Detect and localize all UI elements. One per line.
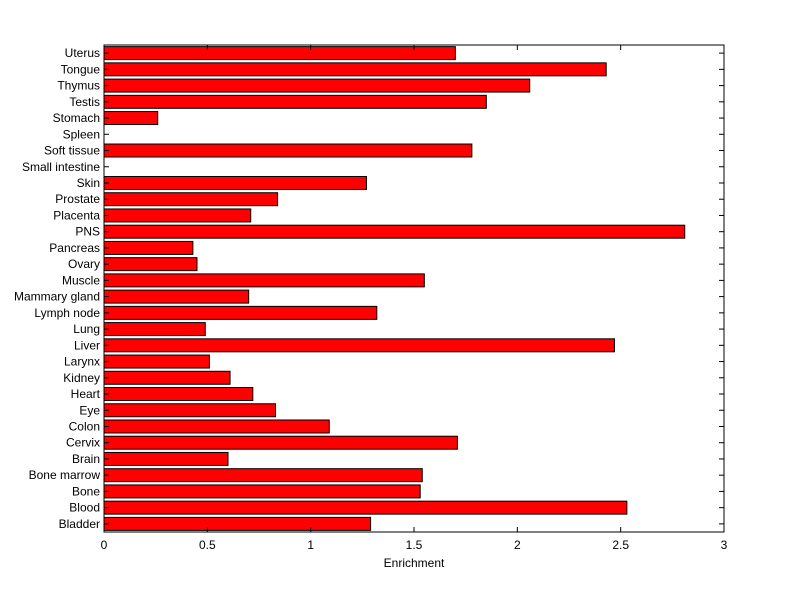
y-tick-label: Testis (69, 95, 100, 109)
bar-blood (103, 500, 628, 515)
y-tick-label: Eye (79, 403, 100, 417)
bar-liver (103, 338, 615, 353)
y-tick-label: Mammary gland (14, 290, 100, 304)
x-tick-label: 2.5 (612, 538, 629, 552)
y-tick-label: Muscle (62, 273, 100, 287)
y-tick-label: Small intestine (22, 160, 100, 174)
bar-bladder (103, 516, 372, 531)
bar-uterus (103, 46, 456, 61)
y-tick-label: Cervix (66, 436, 100, 450)
bar-kidney (103, 370, 231, 385)
bar-prostate (103, 192, 279, 207)
y-tick-label: Pancreas (49, 241, 100, 255)
bar-cervix (103, 435, 458, 450)
bar-tongue (103, 62, 607, 77)
y-tick-label: Tongue (61, 62, 101, 76)
bar-pancreas (103, 240, 194, 255)
bar-colon (103, 419, 330, 434)
bar-pns (103, 224, 686, 239)
y-tick-label: Bladder (59, 517, 100, 531)
y-tick-label: Bone marrow (29, 468, 101, 482)
bar-bone (103, 484, 421, 499)
y-tick-label: Prostate (55, 192, 100, 206)
y-tick-label: Blood (69, 501, 100, 515)
bar-testis (103, 94, 487, 109)
x-tick-label: 2 (514, 538, 521, 552)
plot-frame (103, 44, 725, 533)
y-tick-label: Kidney (63, 371, 100, 385)
bar-lung (103, 322, 206, 337)
y-tick-label: Skin (77, 176, 100, 190)
x-tick-label: 3 (721, 538, 728, 552)
x-tick-label: 0 (101, 538, 108, 552)
y-tick-label: Brain (72, 452, 100, 466)
x-axis-label: Enrichment (384, 556, 445, 570)
bar-larynx (103, 354, 210, 369)
y-tick-label: Placenta (53, 208, 100, 222)
x-tick-label: 0.5 (199, 538, 216, 552)
y-tick-label: PNS (75, 225, 100, 239)
y-tick-label: Heart (71, 387, 101, 401)
y-tick-label: Ovary (68, 257, 100, 271)
y-tick-label: Spleen (63, 127, 100, 141)
ticks-group: Bladder Blood Bone Bone marrow Brain Cervix Co… (14, 45, 728, 552)
y-tick-label: Thymus (57, 79, 100, 93)
bar-placenta (103, 208, 252, 223)
bar-muscle (103, 273, 425, 288)
bar-mammary-gland (103, 289, 250, 304)
bars-group (103, 46, 686, 531)
bar-heart (103, 387, 254, 402)
bar-stomach (103, 111, 159, 126)
y-tick-label: Stomach (53, 111, 100, 125)
y-tick-label: Soft tissue (44, 144, 100, 158)
y-tick-label: Bone (72, 484, 100, 498)
bar-soft-tissue (103, 143, 473, 158)
bar-brain (103, 451, 229, 466)
x-tick-label: 1 (307, 538, 314, 552)
y-tick-label: Liver (74, 338, 100, 352)
bar-skin (103, 175, 367, 190)
bar-lymph-node (103, 305, 378, 320)
bar-ovary (103, 257, 198, 272)
bar-eye (103, 403, 277, 418)
y-tick-label: Uterus (65, 46, 100, 60)
y-tick-label: Larynx (64, 355, 100, 369)
bar-bone-marrow (103, 468, 423, 483)
y-tick-label: Colon (69, 419, 100, 433)
x-tick-label: 1.5 (406, 538, 423, 552)
y-tick-label: Lymph node (34, 306, 100, 320)
y-tick-label: Lung (73, 322, 100, 336)
bar-thymus (103, 78, 531, 93)
